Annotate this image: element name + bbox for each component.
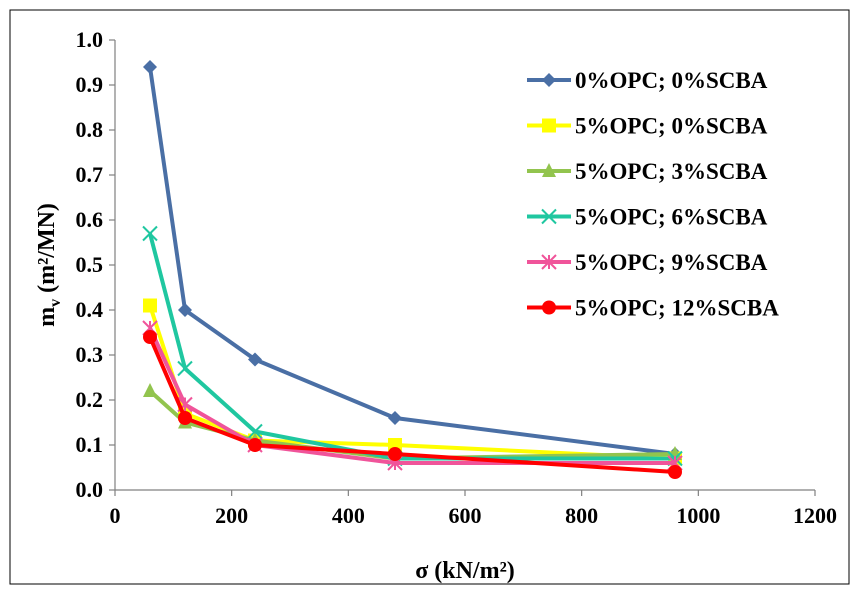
y-tick-label: 0.3 <box>76 342 104 367</box>
legend-marker <box>542 73 556 87</box>
legend-label: 0%OPC; 0%SCBA <box>575 68 768 93</box>
legend-label: 5%OPC; 9%SCBA <box>575 250 768 275</box>
x-tick-label: 600 <box>449 503 482 528</box>
data-point <box>143 330 157 344</box>
y-tick-label: 0.0 <box>76 477 104 502</box>
legend-marker <box>542 163 556 177</box>
y-tick-label: 0.8 <box>76 117 104 142</box>
legend-marker <box>542 300 556 315</box>
x-axis-title: σ (kN/m²) <box>415 558 515 584</box>
y-axis-title-main: m <box>34 307 60 327</box>
series-layer <box>142 60 683 479</box>
axes: 0.0 0.1 0.2 0.3 0.4 0.5 0.6 0.7 0.8 0.9 1.0 0 200 400… <box>76 27 838 528</box>
y-tick-label: 1.0 <box>76 27 104 52</box>
legend-item-2: 5%OPC; 0%SCBA <box>527 114 768 139</box>
x-tick-label: 0 <box>110 503 121 528</box>
y-tick-label: 0.7 <box>76 162 104 187</box>
legend-label: 5%OPC; 3%SCBA <box>575 159 768 184</box>
series-6 <box>143 330 682 479</box>
data-point <box>143 298 157 313</box>
data-point <box>247 423 263 440</box>
data-point <box>248 438 262 452</box>
data-point <box>388 447 402 461</box>
y-axis-title-sub: v <box>47 299 64 307</box>
data-point <box>143 60 157 74</box>
y-tick-label: 0.9 <box>76 72 104 97</box>
y-tick-label: 0.1 <box>76 432 104 457</box>
legend-item-3: 5%OPC; 3%SCBA <box>527 159 768 184</box>
legend: 0%OPC; 0%SCBA 5%OPC; 0%SCBA 5%OPC; 3%SCBA 5… <box>527 68 779 321</box>
data-point <box>178 411 192 425</box>
data-point <box>143 383 157 397</box>
x-tick-label: 800 <box>565 503 598 528</box>
y-tick-label: 0.5 <box>76 252 104 277</box>
y-axis-title: mv (m²/MN) <box>34 203 64 327</box>
data-point <box>388 411 402 425</box>
x-tick-label: 1200 <box>793 503 837 528</box>
y-tick-label: 0.4 <box>76 297 104 322</box>
x-tick-label: 200 <box>215 503 248 528</box>
legend-label: 5%OPC; 12%SCBA <box>575 296 779 321</box>
y-tick-label: 0.6 <box>76 207 104 232</box>
legend-marker <box>541 254 557 270</box>
legend-item-1: 0%OPC; 0%SCBA <box>527 68 768 93</box>
legend-item-4: 5%OPC; 6%SCBA <box>527 205 768 230</box>
legend-label: 5%OPC; 6%SCBA <box>575 205 768 230</box>
data-point <box>668 465 682 479</box>
x-tick-label: 1000 <box>676 503 720 528</box>
legend-marker <box>542 118 556 133</box>
chart-border <box>9 9 850 585</box>
data-point <box>248 352 262 367</box>
data-point <box>177 360 193 377</box>
y-axis-title-unit: (m²/MN) <box>34 203 60 299</box>
legend-item-5: 5%OPC; 9%SCBA <box>527 250 768 275</box>
legend-item-6: 5%OPC; 12%SCBA <box>527 296 779 321</box>
x-tick-label: 400 <box>332 503 365 528</box>
y-tick-label: 0.2 <box>76 387 104 412</box>
legend-marker <box>541 208 557 225</box>
data-point <box>142 225 158 242</box>
legend-label: 5%OPC; 0%SCBA <box>575 114 768 139</box>
data-point <box>178 303 192 317</box>
